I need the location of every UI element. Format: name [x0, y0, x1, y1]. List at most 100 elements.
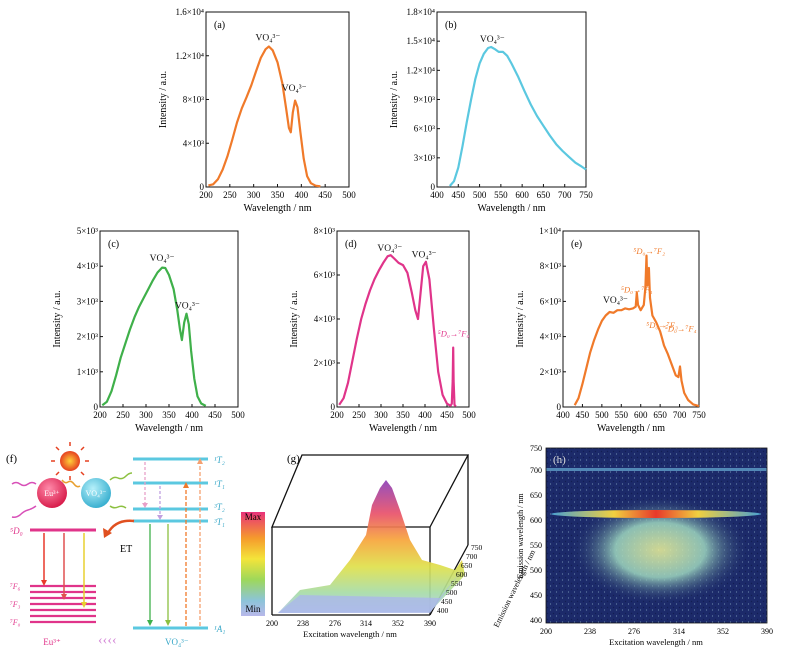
chevron-arrows-icon: ‹‹‹‹ [98, 633, 117, 648]
wavy-arrow-right [109, 472, 133, 481]
contour-x-axis-label: Excitation wavelength / nm [609, 637, 703, 647]
y-tick-label: 8×10³ [183, 95, 205, 105]
wavy-excitation-arrow [61, 479, 81, 488]
x-tick-label: 450 [440, 410, 454, 420]
x-tick-label: 600 [634, 410, 648, 420]
svg-text:450: 450 [530, 591, 542, 600]
excitation-emission-3d-surface: (g) 200 238 276 314 352 390 Excitation w… [266, 453, 537, 639]
svg-text:600: 600 [456, 570, 468, 579]
eu-level-7f3-label: ⁷F₃ [10, 600, 21, 609]
x-tick-label: 350 [271, 190, 285, 200]
eu-level-7f6-label: ⁷F₆ [10, 582, 21, 591]
x-tick-label: 350 [162, 410, 176, 420]
y-tick-label: 3×10³ [77, 296, 99, 306]
y-tick-label: 1×10⁴ [539, 226, 561, 236]
vo4-level-1t1: ¹T₁ [214, 479, 225, 489]
x-tick-label: 450 [576, 410, 590, 420]
y-tick-label: 1.8×10⁴ [407, 7, 435, 17]
eu-level-7f0-label: ⁷F₀ [10, 618, 21, 627]
3d-x-axis-label: Excitation wavelength / nm [303, 629, 397, 639]
y-tick-label: 8×10³ [540, 261, 562, 271]
y-tick-label: 4×10³ [183, 138, 205, 148]
peak-annotation: VO₄³⁻ [603, 296, 628, 306]
svg-text:450: 450 [441, 597, 453, 606]
y-tick-label: 0 [557, 402, 562, 412]
colorbar-max-label: Max [245, 512, 262, 522]
x-tick-label: 250 [352, 410, 366, 420]
x-axis-label: Wavelength / nm [477, 203, 545, 214]
x-axis-label: Wavelength / nm [135, 423, 203, 434]
x-tick-label: 650 [653, 410, 667, 420]
peak-annotation: VO₄³⁻ [282, 84, 307, 94]
colorbar [241, 512, 265, 616]
contour-frame [545, 447, 768, 624]
x-tick-label: 200 [330, 410, 344, 420]
x-tick-label: 300 [247, 190, 261, 200]
panel-label-b: (b) [445, 20, 457, 31]
x-tick-label: 450 [318, 190, 332, 200]
x-tick-label: 250 [223, 190, 237, 200]
x-tick-label: 700 [558, 190, 572, 200]
eu-bottom-label: Eu³⁺ [43, 637, 61, 647]
x-tick-label: 500 [473, 190, 487, 200]
vo4-level-3t2: ³T₂ [214, 502, 225, 512]
wavy-emission-arrow-left [11, 481, 37, 487]
3d-surface-base [278, 570, 462, 613]
spectrum-line [338, 254, 457, 408]
x-tick-label: 450 [208, 410, 222, 420]
svg-text:314: 314 [360, 619, 372, 628]
eu-ion-label: Eu³⁺ [44, 489, 60, 498]
y-tick-label: 4×10³ [314, 314, 336, 324]
spectrum-line [573, 254, 700, 408]
eu-ion-ball [37, 478, 67, 508]
spectrum-line [448, 45, 587, 187]
x-axis-label: Wavelength / nm [369, 423, 437, 434]
y-tick-label: 1×10³ [77, 367, 99, 377]
svg-text:352: 352 [392, 619, 404, 628]
sun-icon [51, 442, 89, 480]
svg-text:700: 700 [530, 466, 542, 475]
spectra-panels: 200 250 300 350 400 450 500 0 4×10³ 8×10³ 1.2×10⁴ 1… [52, 7, 706, 434]
y-tick-label: 6×10³ [540, 296, 562, 306]
peak-annotation: VO₄³⁻ [256, 33, 281, 43]
vo4-level-1t2: ¹T₂ [214, 455, 225, 465]
y-tick-label: 0 [331, 402, 336, 412]
y-tick-label: 2×10³ [314, 358, 336, 368]
y-tick-label: 1.2×10⁴ [176, 51, 204, 61]
y-tick-label: 3×10³ [414, 153, 436, 163]
chart-panel-a: 200 250 300 350 400 450 500 0 4×10³ 8×10³ 1.2×10⁴ 1… [158, 7, 356, 214]
svg-text:650: 650 [530, 491, 542, 500]
wavy-emission-arrow-left-lower [11, 505, 37, 518]
svg-text:400: 400 [530, 616, 542, 625]
x-tick-label: 750 [692, 410, 706, 420]
energy-transfer-arrowhead [103, 528, 112, 538]
svg-text:276: 276 [628, 627, 640, 636]
contour-band-700 [546, 468, 767, 471]
x-tick-label: 300 [139, 410, 153, 420]
y-tick-label: 1.5×10⁴ [407, 36, 435, 46]
svg-text:500: 500 [446, 588, 458, 597]
x-tick-label: 750 [579, 190, 593, 200]
3d-surface-mountain [278, 480, 465, 613]
svg-text:650: 650 [461, 561, 473, 570]
plot-frame [336, 230, 470, 408]
x-tick-label: 550 [494, 190, 508, 200]
x-tick-label: 400 [295, 190, 309, 200]
y-axis-label: Intensity / a.u. [158, 71, 169, 128]
plot-frame [562, 230, 700, 408]
energy-transfer-diagram: (f) Eu³⁺ VO₄³⁻ ⁵D₀ [6, 442, 265, 648]
vo4-ion-ball [81, 478, 111, 508]
3d-x-ticks: 200 238 276 314 352 390 [266, 619, 436, 628]
chart-panel-b: 400 450 500 550 600 650 700 750 0 3×10³ 6×10³ 9×10³… [389, 7, 593, 214]
chart-panel-d: 200 250 300 350 400 450 500 0 2×10³ 4×10³ 6×10³ 8×1… [289, 226, 476, 434]
x-tick-label: 400 [185, 410, 199, 420]
peak-annotation: VO₄³⁻ [412, 250, 437, 260]
chart-panel-e: 400 450 500 550 600 650 700 750 0 2×10³ 4×10³ 6×10³… [515, 226, 706, 434]
x-tick-label: 200 [199, 190, 213, 200]
x-tick-label: 500 [231, 410, 245, 420]
spectrum-line [208, 45, 321, 188]
y-tick-label: 1.6×10⁴ [176, 7, 204, 17]
peak-annotation: ⁵D₀→⁷F₁ [621, 285, 653, 295]
y-tick-label: 9×10³ [414, 95, 436, 105]
